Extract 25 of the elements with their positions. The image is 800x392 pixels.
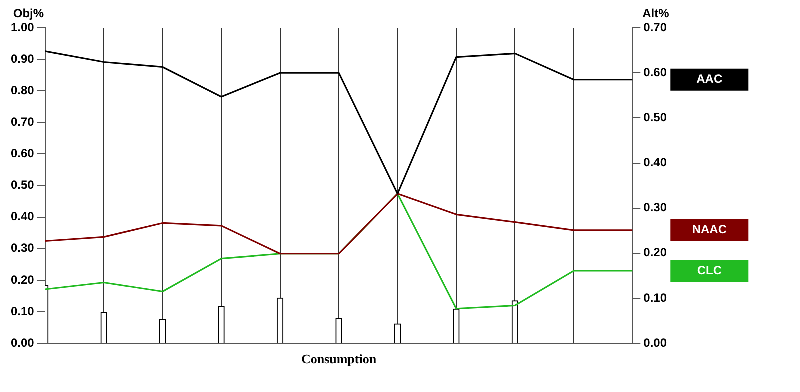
- text: NAAC: [692, 222, 728, 237]
- y-tick-label: 0.00: [10, 336, 35, 350]
- y-tick-label: 0.50: [10, 178, 35, 192]
- y2-tick-label: 0.00: [644, 336, 668, 350]
- y2-tick-label: 0.50: [644, 110, 668, 124]
- y-tick-label: 0.40: [10, 210, 35, 224]
- y-tick-label: 1.00: [10, 20, 35, 34]
- y2-tick-label: 0.20: [644, 246, 668, 260]
- x-axis-title: Consumption: [301, 351, 378, 366]
- y2-axis-title: Alt%: [642, 6, 670, 20]
- y-axis-title: Obj%: [13, 6, 44, 20]
- y2-tick-label: 0.30: [644, 200, 668, 215]
- y-tick-label: 0.30: [10, 241, 35, 256]
- text: CLC: [697, 263, 722, 278]
- y-tick-label: 0.80: [10, 83, 35, 98]
- y2-tick-label: 0.60: [644, 65, 668, 80]
- y-tick-label: 0.60: [10, 146, 35, 161]
- y-tick-label: 0.70: [10, 114, 35, 129]
- y-tick-label: 0.90: [10, 52, 35, 66]
- y-tick-label: 0.10: [10, 304, 35, 318]
- text: AAC: [696, 72, 723, 86]
- y2-tick-label: 0.70: [644, 20, 668, 34]
- y2-tick-label: 0.40: [644, 156, 668, 170]
- y2-tick-label: 0.10: [644, 290, 668, 305]
- y-tick-label: 0.20: [10, 272, 35, 287]
